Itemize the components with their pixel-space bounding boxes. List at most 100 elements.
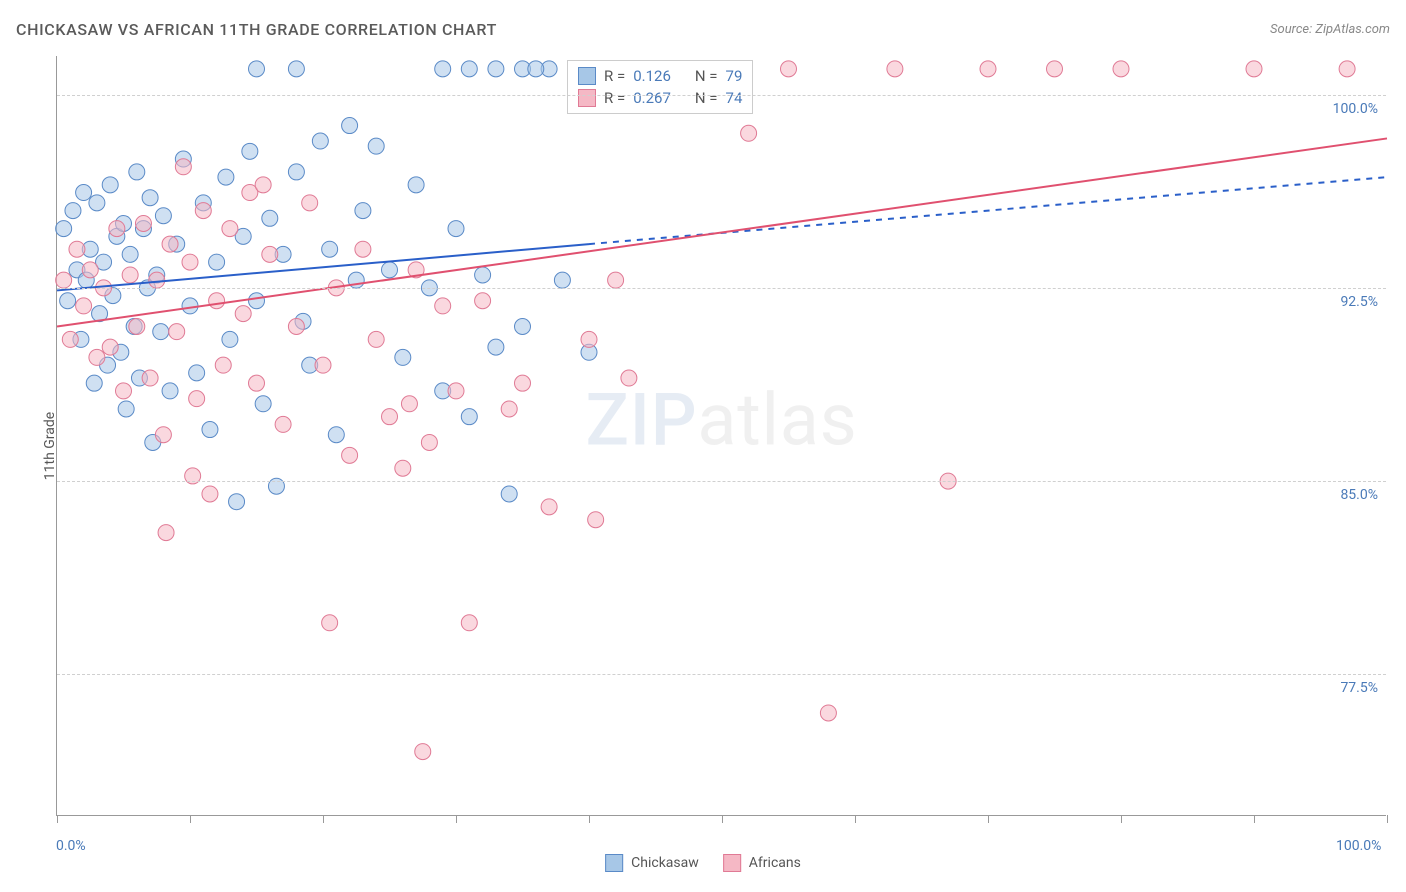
scatter-point-chickasaw — [242, 143, 258, 159]
scatter-point-chickasaw — [155, 208, 171, 224]
x-axis-legend: Chickasaw Africans — [605, 854, 801, 872]
stats-r-value: 0.267 — [633, 89, 671, 107]
scatter-point-chickasaw — [501, 486, 517, 502]
scatter-point-chickasaw — [89, 195, 105, 211]
x-tick — [57, 815, 58, 823]
x-tick — [855, 815, 856, 823]
stats-box: R =0.126N =79R =0.267N =74 — [567, 60, 753, 114]
scatter-point-chickasaw — [86, 375, 102, 391]
scatter-point-chickasaw — [312, 133, 328, 149]
scatter-point-chickasaw — [249, 61, 265, 77]
scatter-point-africans — [162, 236, 178, 252]
scatter-point-africans — [82, 262, 98, 278]
scatter-point-africans — [275, 416, 291, 432]
scatter-point-chickasaw — [515, 319, 531, 335]
legend-item-africans: Africans — [723, 854, 801, 872]
x-tick — [1121, 815, 1122, 823]
scatter-point-africans — [820, 705, 836, 721]
scatter-point-africans — [448, 383, 464, 399]
scatter-point-africans — [255, 177, 271, 193]
scatter-point-chickasaw — [395, 349, 411, 365]
scatter-point-chickasaw — [322, 241, 338, 257]
scatter-point-africans — [1113, 61, 1129, 77]
scatter-point-chickasaw — [488, 339, 504, 355]
stats-row-chickasaw: R =0.126N =79 — [578, 65, 742, 87]
scatter-point-africans — [129, 319, 145, 335]
scatter-point-chickasaw — [102, 177, 118, 193]
scatter-point-africans — [368, 331, 384, 347]
chart-title: CHICKASAW VS AFRICAN 11TH GRADE CORRELAT… — [16, 20, 497, 39]
stats-row-africans: R =0.267N =74 — [578, 87, 742, 109]
scatter-point-chickasaw — [255, 396, 271, 412]
scatter-point-chickasaw — [435, 61, 451, 77]
scatter-point-africans — [435, 298, 451, 314]
scatter-point-chickasaw — [262, 210, 278, 226]
scatter-point-africans — [235, 306, 251, 322]
legend-label: Africans — [749, 855, 801, 871]
grid-line — [57, 288, 1386, 289]
scatter-point-chickasaw — [153, 324, 169, 340]
x-tick — [722, 815, 723, 823]
scatter-point-africans — [262, 246, 278, 262]
scatter-point-chickasaw — [448, 221, 464, 237]
scatter-point-africans — [109, 221, 125, 237]
x-tick-label-max: 100.0% — [1336, 838, 1381, 854]
stats-n-label: N = — [695, 67, 718, 85]
scatter-point-africans — [135, 215, 151, 231]
stats-n-label: N = — [695, 89, 718, 107]
scatter-point-africans — [355, 241, 371, 257]
scatter-point-africans — [209, 293, 225, 309]
scatter-point-chickasaw — [328, 427, 344, 443]
scatter-point-chickasaw — [142, 190, 158, 206]
scatter-point-africans — [621, 370, 637, 386]
scatter-point-africans — [342, 447, 358, 463]
x-tick — [190, 815, 191, 823]
scatter-point-chickasaw — [229, 494, 245, 510]
scatter-point-africans — [222, 221, 238, 237]
y-tick-label: 92.5% — [1340, 294, 1378, 310]
scatter-point-africans — [155, 427, 171, 443]
scatter-point-africans — [116, 383, 132, 399]
plot-area: ZIPatlas R =0.126N =79R =0.267N =74 100.… — [56, 56, 1386, 816]
scatter-point-africans — [421, 434, 437, 450]
scatter-point-chickasaw — [209, 254, 225, 270]
scatter-point-africans — [741, 125, 757, 141]
scatter-point-africans — [169, 324, 185, 340]
x-tick — [1254, 815, 1255, 823]
scatter-point-chickasaw — [528, 61, 544, 77]
stats-r-label: R = — [604, 89, 625, 107]
x-tick — [323, 815, 324, 823]
scatter-point-africans — [158, 525, 174, 541]
legend-swatch-africans — [578, 89, 596, 107]
scatter-point-africans — [56, 272, 72, 288]
scatter-point-africans — [395, 460, 411, 476]
scatter-point-chickasaw — [60, 293, 76, 309]
scatter-point-africans — [588, 512, 604, 528]
scatter-point-chickasaw — [288, 61, 304, 77]
title-bar: CHICKASAW VS AFRICAN 11TH GRADE CORRELAT… — [16, 20, 1390, 39]
scatter-point-africans — [142, 370, 158, 386]
scatter-point-chickasaw — [249, 293, 265, 309]
legend-item-chickasaw: Chickasaw — [605, 854, 699, 872]
scatter-point-africans — [1246, 61, 1262, 77]
scatter-point-africans — [608, 272, 624, 288]
scatter-point-chickasaw — [554, 272, 570, 288]
legend-swatch-africans — [723, 854, 741, 872]
trend-line-africans — [57, 138, 1387, 326]
scatter-point-africans — [76, 298, 92, 314]
y-tick-label: 100.0% — [1333, 101, 1378, 117]
legend-label: Chickasaw — [631, 855, 699, 871]
scatter-point-chickasaw — [189, 365, 205, 381]
y-tick-label: 77.5% — [1340, 680, 1378, 696]
scatter-point-africans — [175, 159, 191, 175]
scatter-point-africans — [182, 254, 198, 270]
scatter-point-chickasaw — [76, 185, 92, 201]
scatter-point-africans — [781, 61, 797, 77]
scatter-point-africans — [382, 409, 398, 425]
source-attribution: Source: ZipAtlas.com — [1270, 22, 1390, 37]
scatter-point-africans — [315, 357, 331, 373]
scatter-point-africans — [195, 203, 211, 219]
scatter-point-africans — [249, 375, 265, 391]
y-tick-label: 85.0% — [1340, 487, 1378, 503]
scatter-point-chickasaw — [56, 221, 72, 237]
